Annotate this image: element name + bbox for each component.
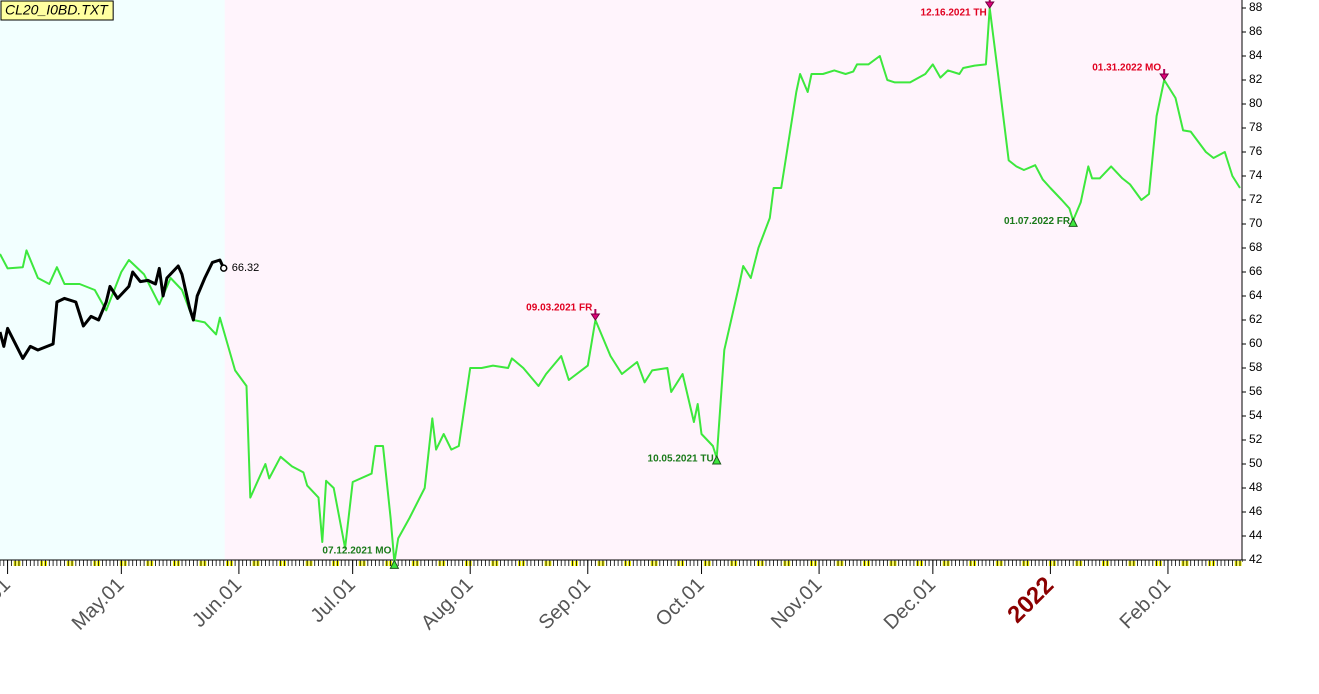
y-tick-label: 58	[1249, 360, 1263, 374]
pivot-low-marker	[389, 559, 400, 569]
y-tick-label: 74	[1249, 168, 1263, 182]
y-tick-label: 76	[1249, 144, 1263, 158]
x-tick-label: Feb.01	[1116, 574, 1176, 634]
pivot-label: 12.16.2021 TH	[921, 8, 987, 19]
y-tick-label: 78	[1249, 120, 1263, 134]
x-axis-band	[0, 560, 1242, 567]
y-tick-label: 52	[1249, 432, 1263, 446]
y-tick-label: 80	[1249, 96, 1263, 110]
y-tick-label: 48	[1249, 480, 1263, 494]
chart-title: CL20_I0BD.TXT	[5, 2, 109, 18]
x-tick-label: Sep.01	[535, 574, 595, 634]
y-tick-label: 70	[1249, 216, 1263, 230]
title-box	[0, 0, 114, 21]
pivot-high-marker	[590, 313, 601, 321]
x-tick-label: Apr.01	[0, 574, 15, 630]
pivot-label: 07.12.2021 MO	[322, 546, 391, 557]
y-tick-label: 62	[1249, 312, 1263, 326]
x-tick-label: 2022	[1002, 572, 1059, 629]
y-tick-label: 42	[1249, 552, 1263, 566]
pivot-label: 01.07.2022 FR	[1004, 216, 1071, 227]
y-tick-label: 82	[1249, 72, 1263, 86]
last-value-label: 66.32	[232, 262, 260, 274]
pivot-high-marker	[1159, 73, 1170, 81]
x-tick-label: Aug.01	[417, 574, 477, 634]
pivot-label: 01.31.2022 MO	[1092, 63, 1161, 74]
pivot-low-marker	[711, 454, 722, 465]
y-tick-label: 60	[1249, 336, 1263, 350]
x-tick-label: Oct.01	[652, 574, 709, 631]
x-tick-label: Dec.01	[880, 574, 940, 634]
series-line	[0, 258, 226, 360]
y-tick-label: 54	[1249, 408, 1263, 422]
y-tick-label: 88	[1249, 0, 1263, 14]
y-tick-label: 68	[1249, 240, 1263, 254]
y-tick-label: 84	[1249, 48, 1263, 62]
y-tick-label: 50	[1249, 456, 1263, 470]
pivot-low-marker	[1068, 217, 1078, 227]
pivot-high-marker	[984, 1, 995, 9]
y-tick-label: 72	[1249, 192, 1263, 206]
y-tick-label: 66	[1249, 264, 1263, 278]
y-tick-label: 56	[1249, 384, 1263, 398]
history-background	[0, 0, 225, 560]
x-tick-label: May.01	[68, 574, 129, 635]
y-tick-label: 86	[1249, 24, 1263, 38]
pivot-label: 10.05.2021 TU	[648, 454, 714, 465]
x-tick-label: Nov.01	[767, 574, 826, 633]
y-tick-label: 46	[1249, 504, 1263, 518]
pivot-label: 09.03.2021 FR	[526, 303, 593, 314]
y-tick-label: 44	[1249, 528, 1263, 542]
x-tick-label: Jun.01	[188, 574, 246, 632]
y-tick-label: 64	[1249, 288, 1263, 302]
x-tick-label: Jul.01	[307, 574, 360, 627]
series-line	[0, 7, 1241, 564]
last-value-marker	[219, 264, 228, 272]
